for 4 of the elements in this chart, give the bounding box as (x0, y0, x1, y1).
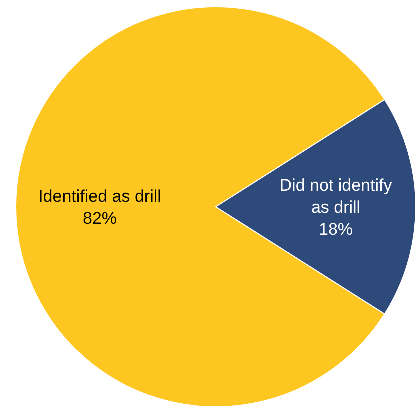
data-label: 82% (82, 209, 118, 228)
slice-label: Identified as drill (38, 187, 162, 206)
slice-label: Did not identify as drill (280, 176, 393, 217)
data-label: 18% (318, 220, 354, 239)
